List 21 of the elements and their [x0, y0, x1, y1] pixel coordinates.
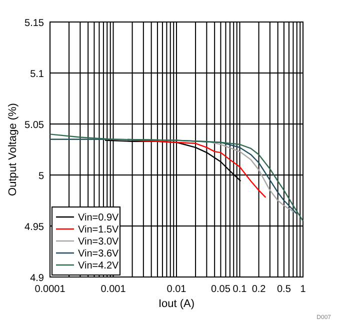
y-tick-label: 5.05 [24, 120, 44, 131]
x-tick-label: 0.001 [100, 284, 126, 295]
y-tick-label: 5 [38, 171, 44, 182]
x-tick-label: 1 [300, 284, 306, 295]
legend-label: Vin=0.9V [78, 212, 120, 224]
y-tick-label: 5.15 [24, 18, 44, 29]
x-axis-title: Iout (A) [158, 298, 195, 310]
x-tick-label: 0.2 [252, 284, 266, 295]
x-tick-label: 0.05 [210, 284, 231, 295]
legend-label: Vin=4.2V [78, 260, 120, 272]
legend-label: Vin=1.5V [78, 224, 120, 236]
y-tick-label: 5.1 [30, 69, 44, 80]
x-tick-label: 0.5 [277, 284, 292, 295]
y-tick-label: 4.95 [24, 222, 44, 233]
legend-label: Vin=3.0V [78, 236, 120, 248]
legend-label: Vin=3.6V [78, 248, 120, 260]
y-axis-title: Output Voltage (%) [7, 103, 19, 196]
x-tick-label: 0.01 [166, 284, 187, 295]
x-tick-label: 0.1 [232, 284, 248, 295]
y-tick-label: 4.9 [30, 273, 44, 284]
x-tick-label: 0.0001 [34, 284, 66, 295]
